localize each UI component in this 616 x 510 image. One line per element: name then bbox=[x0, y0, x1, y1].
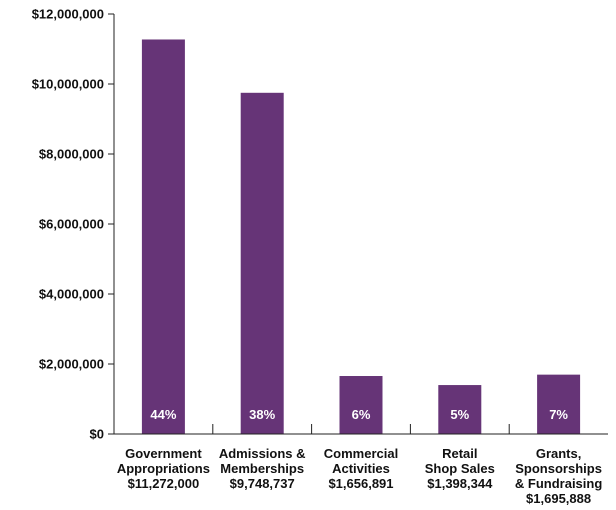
category-label-line: $1,656,891 bbox=[328, 476, 393, 491]
bar-percent-label: 5% bbox=[450, 407, 469, 422]
bar-percent-label: 38% bbox=[249, 407, 275, 422]
category-label-line: Memberships bbox=[220, 461, 304, 476]
category-label-line: Grants, bbox=[536, 446, 582, 461]
category-label: Admissions &Memberships$9,748,737 bbox=[219, 446, 306, 491]
bar-percent-label: 7% bbox=[549, 407, 568, 422]
bar bbox=[537, 374, 581, 434]
x-axis: GovernmentAppropriations$11,272,000Admis… bbox=[114, 424, 608, 506]
bar-percent-label: 6% bbox=[352, 407, 371, 422]
y-tick-label: $10,000,000 bbox=[32, 77, 104, 92]
category-label-line: Government bbox=[125, 446, 202, 461]
category-label-line: Admissions & bbox=[219, 446, 306, 461]
category-label-line: Shop Sales bbox=[425, 461, 495, 476]
y-tick-label: $6,000,000 bbox=[39, 217, 104, 232]
category-label-line: $11,272,000 bbox=[128, 476, 200, 491]
category-label-line: $1,695,888 bbox=[526, 491, 591, 506]
category-label: Grants,Sponsorships& Fundraising$1,695,8… bbox=[515, 446, 602, 506]
category-label-line: $9,748,737 bbox=[230, 476, 295, 491]
category-label-line: Sponsorships bbox=[515, 461, 602, 476]
bar-percent-label: 44% bbox=[150, 407, 176, 422]
bar bbox=[438, 385, 482, 434]
y-tick-label: $2,000,000 bbox=[39, 357, 104, 372]
y-tick-label: $4,000,000 bbox=[39, 287, 104, 302]
category-label-line: Activities bbox=[332, 461, 390, 476]
category-label-line: $1,398,344 bbox=[427, 476, 493, 491]
category-label-line: & Fundraising bbox=[515, 476, 602, 491]
category-label-line: Retail bbox=[442, 446, 477, 461]
category-label-line: Appropriations bbox=[117, 461, 210, 476]
bar bbox=[240, 92, 284, 435]
category-label-line: Commercial bbox=[324, 446, 398, 461]
bars: 44% 38% 6% 5% 7% bbox=[141, 39, 581, 435]
y-tick-label: $0 bbox=[90, 427, 104, 442]
bar bbox=[141, 39, 185, 434]
y-tick-label: $12,000,000 bbox=[32, 7, 104, 22]
y-axis: $0 $2,000,000 $4,000,000 $6,000,000 $8,000,0… bbox=[32, 7, 115, 442]
y-tick-label: $8,000,000 bbox=[39, 147, 104, 162]
bar bbox=[339, 376, 383, 434]
